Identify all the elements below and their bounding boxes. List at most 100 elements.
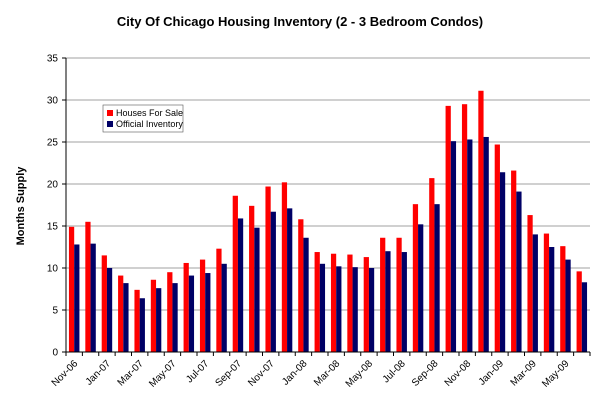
bar [298, 219, 304, 352]
y-tick-label: 15 [47, 222, 59, 233]
bar [565, 259, 571, 352]
bar [205, 273, 211, 352]
y-tick-label: 5 [52, 306, 58, 317]
x-tick-label: Nov-08 [443, 358, 474, 389]
bar [363, 257, 369, 352]
legend-box [102, 104, 184, 133]
bar [172, 283, 178, 352]
bar [560, 246, 566, 352]
bar [188, 275, 195, 352]
bar [336, 266, 342, 352]
legend-label-houses-for-sale: Houses For Sale [116, 108, 183, 118]
bars [68, 90, 588, 352]
x-tick-label: Mar-09 [509, 358, 539, 388]
bar [221, 263, 227, 352]
bar [254, 227, 260, 352]
bar [347, 254, 353, 352]
bar [581, 282, 588, 352]
bar [281, 182, 288, 352]
bar [265, 186, 271, 352]
bar [396, 237, 402, 352]
bar [90, 243, 96, 352]
bar [167, 272, 173, 352]
x-tick-label: Sep-08 [410, 358, 441, 389]
bar [434, 204, 440, 352]
bar [156, 288, 162, 352]
bar [106, 268, 113, 352]
x-tick-label: Jan-09 [477, 358, 507, 388]
y-tick-labels: 0 5 10 15 20 25 30 35 [47, 54, 59, 359]
bar [467, 139, 473, 352]
x-tick-label: Jul-08 [381, 358, 408, 385]
bar [483, 136, 489, 352]
bar [450, 141, 457, 352]
x-tick-label: Nov-07 [246, 358, 277, 389]
bar [543, 233, 550, 352]
x-tick-label: Jul-07 [184, 358, 211, 385]
bar [527, 215, 533, 352]
bar [499, 172, 506, 352]
bar [68, 226, 75, 352]
bar [314, 252, 320, 352]
x-tick-label: Mar-08 [312, 358, 342, 388]
bar [232, 195, 238, 352]
bar [461, 104, 468, 352]
bar [494, 144, 500, 352]
bar [303, 237, 309, 352]
bar [549, 247, 555, 352]
bar [134, 289, 140, 352]
bar [319, 263, 326, 352]
axes [62, 57, 591, 356]
bar [330, 253, 337, 352]
x-tick-label: May-08 [344, 358, 376, 390]
y-tick-label: 20 [47, 180, 59, 191]
bar [270, 211, 276, 352]
y-tick-label: 0 [52, 348, 58, 359]
bar [123, 283, 129, 352]
x-tick-label: Jan-08 [280, 358, 310, 388]
bar [216, 248, 222, 352]
legend-swatch-houses-for-sale [107, 110, 113, 116]
bar [412, 204, 419, 352]
bar [183, 262, 189, 352]
legend: Houses For Sale Official Inventory [102, 104, 184, 133]
bar [445, 105, 451, 352]
x-tick-label: Sep-07 [213, 358, 244, 389]
bar [352, 267, 358, 352]
x-tick-label: May-07 [147, 358, 179, 390]
y-tick-label: 10 [47, 264, 59, 275]
bar [237, 218, 244, 352]
bar [418, 224, 424, 352]
x-tick-label: Mar-07 [116, 358, 146, 388]
y-tick-label: 25 [47, 138, 59, 149]
bar [101, 255, 107, 352]
bar [429, 178, 435, 352]
bar [74, 244, 80, 352]
bar [532, 234, 538, 352]
legend-swatch-official-inventory [107, 121, 113, 127]
bar [249, 205, 255, 352]
x-tick-label: Nov-06 [50, 358, 81, 389]
y-tick-label: 35 [47, 54, 59, 65]
bar [401, 252, 407, 352]
bar [516, 191, 522, 352]
bar [478, 90, 484, 352]
legend-label-official-inventory: Official Inventory [116, 119, 183, 129]
bar [511, 170, 517, 352]
x-tick-label: May-09 [540, 358, 572, 390]
bar [368, 268, 375, 352]
y-axis-label: Months Supply [15, 166, 27, 246]
bar [139, 298, 145, 352]
bar [118, 275, 124, 352]
y-tick-label: 30 [47, 96, 59, 107]
bar [150, 279, 157, 352]
bar [85, 221, 91, 352]
gridlines [66, 57, 590, 311]
bar [287, 208, 293, 352]
x-tick-label: Jan-07 [84, 358, 114, 388]
bar [576, 271, 582, 352]
bar [385, 251, 391, 352]
chart-title: City Of Chicago Housing Inventory (2 - 3… [117, 14, 483, 29]
bar [199, 259, 206, 352]
